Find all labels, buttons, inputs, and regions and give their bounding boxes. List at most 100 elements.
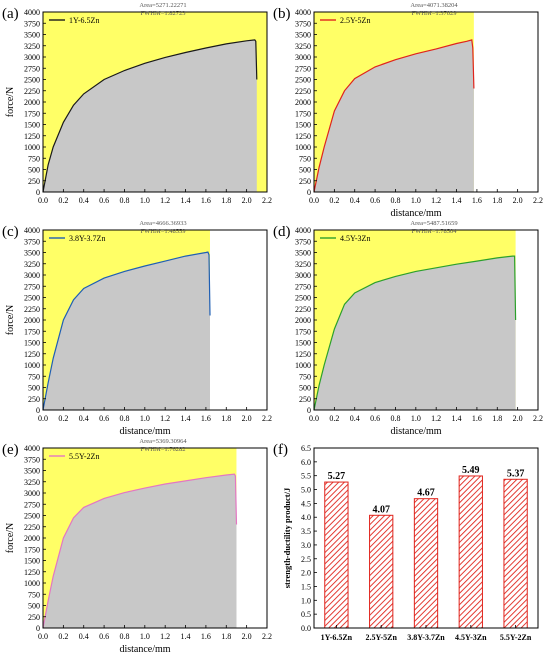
y-tick-label: 6.0 [301, 458, 311, 467]
x-tick-label: 0.6 [99, 414, 109, 423]
y-tick-label: 3000 [24, 271, 40, 280]
x-axis-label: distance/mm [390, 426, 441, 437]
x-tick-label: 2.2 [262, 196, 272, 205]
x-tick-label: 0.2 [58, 196, 68, 205]
y-tick-label: 750 [28, 590, 40, 599]
y-tick-label: 4.5 [301, 499, 311, 508]
bar [369, 514, 394, 629]
y-tick-label: 3750 [24, 237, 40, 246]
y-tick-label: 1750 [24, 545, 40, 554]
x-tick-label: 0.2 [329, 414, 339, 423]
y-tick-label: 1500 [24, 557, 40, 566]
x-tick-label: 1.4 [181, 414, 191, 423]
panel-label: (d) [273, 224, 291, 240]
y-tick-label: 1.5 [301, 582, 311, 591]
x-tick-label: 2.0 [513, 196, 523, 205]
y-tick-label: 750 [299, 154, 311, 163]
area-fill [314, 39, 474, 193]
y-tick-label: 3000 [24, 53, 40, 62]
y-tick-label: 3750 [24, 455, 40, 464]
x-tick-label: 3.8Y-3.7Zn [407, 633, 445, 642]
y-tick-label: 3750 [24, 19, 40, 28]
series-line [313, 39, 475, 193]
y-tick-label: 2750 [24, 282, 40, 291]
y-tick-label: 2500 [295, 76, 311, 85]
y-tick-label: 0 [307, 406, 311, 415]
legend-label: 4.5Y-3Zn [340, 234, 370, 243]
x-tick-label: 1.6 [472, 196, 482, 205]
plot-frame [313, 447, 539, 629]
y-tick-label: 2750 [24, 64, 40, 73]
y-tick-label: 1500 [295, 339, 311, 348]
y-tick-label: 250 [28, 177, 40, 186]
y-tick-label: 0 [36, 188, 40, 197]
x-tick-label: 1.2 [160, 632, 170, 641]
y-tick-label: 750 [28, 372, 40, 381]
x-tick-label: 2.0 [242, 196, 252, 205]
y-tick-label: 500 [28, 166, 40, 175]
y-tick-label: 4000 [24, 8, 40, 17]
x-axis-label: distance/mm [119, 426, 170, 437]
y-tick-label: 1000 [24, 143, 40, 152]
y-axis-label: force/N [5, 305, 16, 336]
x-tick-label: 1.8 [492, 196, 502, 205]
series-line [313, 255, 517, 411]
bar-value-label: 5.27 [328, 471, 346, 482]
y-tick-label: 3250 [295, 260, 311, 269]
chart-panel-0: 0 250 500 750 1000 1250 1500 1750 2000 2250 2500 27… [2, 2, 272, 205]
y-tick-label: 3500 [24, 31, 40, 40]
y-tick-label: 1250 [24, 350, 40, 359]
legend-label: 3.8Y-3.7Zn [69, 234, 105, 243]
x-tick-label: 1.2 [160, 196, 170, 205]
y-tick-label: 4000 [24, 444, 40, 453]
y-axis-label: force/N [5, 523, 16, 554]
y-tick-label: 750 [28, 154, 40, 163]
y-tick-label: 2000 [24, 534, 40, 543]
fwhm-annotation: FWHM=1.37029 [411, 10, 456, 17]
x-tick-label: 1.2 [431, 414, 441, 423]
y-tick-label: 2000 [24, 316, 40, 325]
x-tick-label: 0.0 [309, 196, 319, 205]
y-tick-label: 250 [28, 613, 40, 622]
panel-label: (e) [2, 442, 19, 458]
x-tick-label: 1Y-6.5Zn [321, 633, 353, 642]
y-tick-label: 0.0 [301, 624, 311, 633]
legend-label: 1Y-6.5Zn [69, 16, 99, 25]
y-tick-label: 500 [28, 602, 40, 611]
x-tick-label: 1.4 [181, 632, 191, 641]
y-tick-label: 1.0 [301, 596, 311, 605]
y-axis-label: strength-ductility product/J [282, 487, 292, 588]
bar-value-label: 4.07 [372, 504, 390, 515]
y-tick-label: 1000 [295, 361, 311, 370]
y-tick-label: 2750 [295, 64, 311, 73]
x-tick-label: 1.6 [201, 414, 211, 423]
y-tick-label: 5.0 [301, 486, 311, 495]
series-line [42, 39, 258, 193]
bar [324, 481, 349, 629]
y-tick-label: 2500 [295, 294, 311, 303]
y-tick-label: 2000 [24, 98, 40, 107]
series-line [42, 251, 211, 411]
x-tick-label: 1.8 [492, 414, 502, 423]
x-tick-label: 1.6 [201, 196, 211, 205]
y-tick-label: 3250 [24, 478, 40, 487]
x-tick-label: 0.6 [99, 632, 109, 641]
x-tick-label: 2.2 [262, 414, 272, 423]
x-tick-label: 4.5Y-3Zn [455, 633, 487, 642]
x-tick-label: 1.6 [201, 632, 211, 641]
x-tick-label: 1.0 [411, 414, 421, 423]
x-tick-label: 2.5Y-5Zn [365, 633, 397, 642]
y-tick-label: 3500 [295, 249, 311, 258]
legend-label: 2.5Y-5Zn [340, 16, 370, 25]
fwhm-annotation: FWHM=1.76282 [140, 446, 185, 453]
area-annotation: Area=4071.38204 [410, 2, 458, 9]
y-tick-label: 2500 [24, 294, 40, 303]
x-tick-label: 0.8 [119, 632, 129, 641]
y-tick-label: 3250 [295, 42, 311, 51]
x-tick-label: 1.4 [452, 414, 462, 423]
series-line [42, 473, 238, 629]
y-tick-label: 3750 [295, 237, 311, 246]
x-tick-label: 1.8 [221, 632, 231, 641]
area-fill [43, 474, 237, 628]
x-tick-label: 0.4 [79, 414, 89, 423]
